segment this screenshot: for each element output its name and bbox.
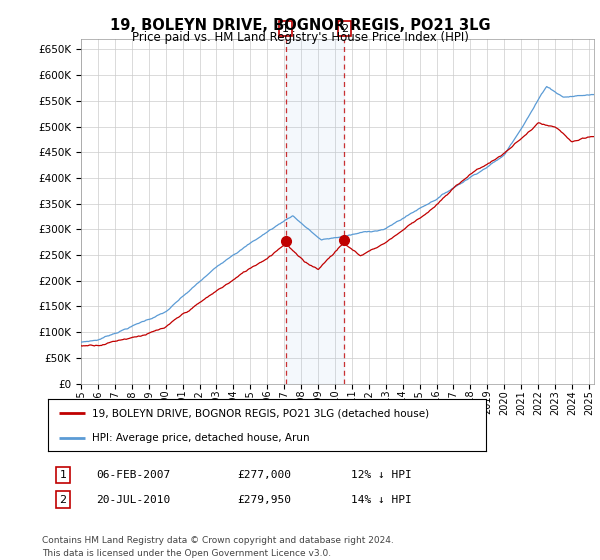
Text: HPI: Average price, detached house, Arun: HPI: Average price, detached house, Arun — [92, 433, 310, 443]
Bar — [286, 39, 344, 384]
Text: 1: 1 — [59, 470, 67, 480]
Text: £279,950: £279,950 — [237, 494, 291, 505]
Text: Contains HM Land Registry data © Crown copyright and database right 2024.: Contains HM Land Registry data © Crown c… — [42, 536, 394, 545]
Text: 19, BOLEYN DRIVE, BOGNOR REGIS, PO21 3LG: 19, BOLEYN DRIVE, BOGNOR REGIS, PO21 3LG — [110, 18, 490, 33]
Text: £277,000: £277,000 — [237, 470, 291, 480]
Text: 20-JUL-2010: 20-JUL-2010 — [96, 494, 170, 505]
Text: 2: 2 — [59, 494, 67, 505]
Text: This data is licensed under the Open Government Licence v3.0.: This data is licensed under the Open Gov… — [42, 549, 331, 558]
Text: 06-FEB-2007: 06-FEB-2007 — [96, 470, 170, 480]
Text: 14% ↓ HPI: 14% ↓ HPI — [351, 494, 412, 505]
Text: 19, BOLEYN DRIVE, BOGNOR REGIS, PO21 3LG (detached house): 19, BOLEYN DRIVE, BOGNOR REGIS, PO21 3LG… — [92, 408, 429, 418]
Text: 1: 1 — [282, 24, 289, 34]
Text: 12% ↓ HPI: 12% ↓ HPI — [351, 470, 412, 480]
Text: 2: 2 — [341, 24, 348, 34]
Text: Price paid vs. HM Land Registry's House Price Index (HPI): Price paid vs. HM Land Registry's House … — [131, 31, 469, 44]
